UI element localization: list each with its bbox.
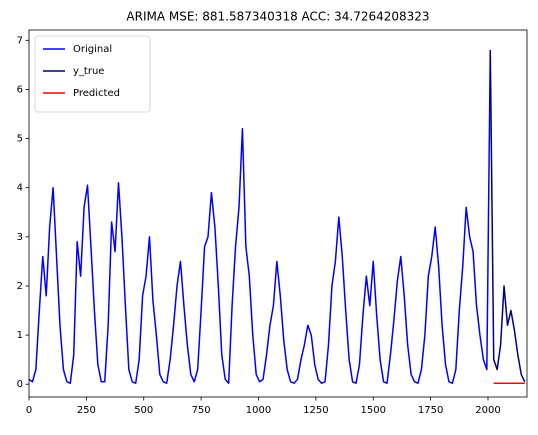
- legend-label: Original: [73, 44, 112, 55]
- legend-label: Predicted: [73, 88, 120, 99]
- series-line: [29, 50, 492, 384]
- y-tick-label: 5: [17, 134, 23, 145]
- y-tick-label: 6: [17, 84, 23, 95]
- chart-title: ARIMA MSE: 881.587340318 ACC: 34.7264208…: [126, 10, 429, 24]
- y-tick-label: 3: [17, 232, 23, 243]
- x-tick-label: 1500: [361, 405, 386, 416]
- series-line: [489, 50, 526, 383]
- x-tick-label: 500: [134, 405, 153, 416]
- legend-label: y_true: [73, 66, 104, 77]
- x-tick-label: 1000: [246, 405, 271, 416]
- x-tick-label: 1750: [418, 405, 443, 416]
- y-tick-label: 0: [17, 379, 23, 390]
- y-tick-label: 1: [17, 330, 23, 341]
- x-tick-label: 0: [26, 405, 32, 416]
- y-tick-label: 7: [17, 35, 23, 46]
- axes-frame: [28, 29, 528, 398]
- x-tick-label: 750: [192, 405, 211, 416]
- y-tick-label: 2: [17, 281, 23, 292]
- y-tick-label: 4: [17, 183, 23, 194]
- x-tick-label: 250: [77, 405, 96, 416]
- x-tick-label: 2000: [475, 405, 500, 416]
- x-tick-label: 1250: [303, 405, 328, 416]
